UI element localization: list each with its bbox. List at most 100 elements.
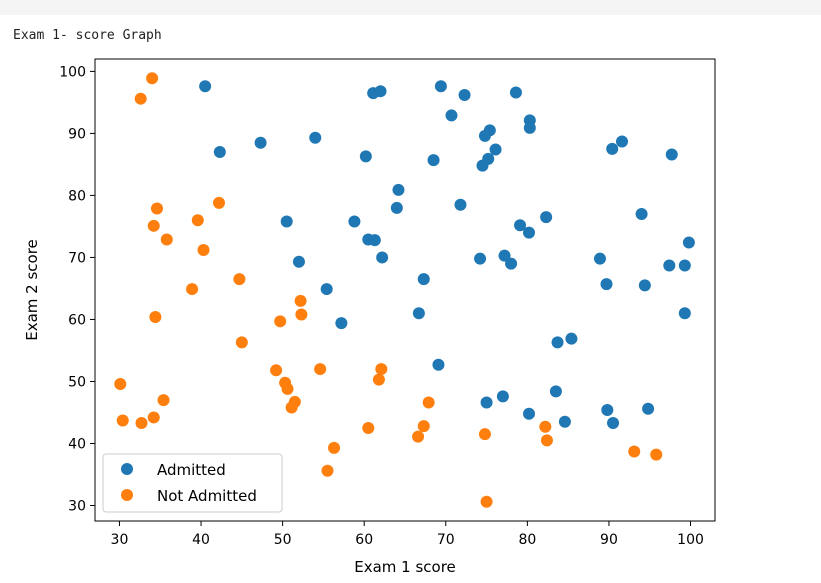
admitted-point	[606, 142, 619, 155]
admitted-point	[417, 273, 430, 286]
x-tick-label: 70	[437, 532, 455, 548]
admitted-point	[480, 396, 493, 409]
admitted-point	[412, 307, 425, 320]
admitted-point	[549, 385, 562, 398]
admitted-point	[368, 234, 381, 247]
admitted-point	[292, 255, 305, 268]
not-admitted-point	[422, 396, 435, 409]
not-admitted-point	[372, 373, 385, 386]
x-tick-label: 90	[600, 532, 618, 548]
not-admitted-point	[295, 308, 308, 321]
admitted-point	[593, 252, 606, 265]
not-admitted-point	[540, 434, 553, 447]
legend-label-not-admitted: Not Admitted	[157, 487, 257, 505]
not-admitted-point	[146, 72, 159, 85]
admitted-point	[678, 259, 691, 272]
admitted-point	[523, 121, 536, 134]
not-admitted-point	[147, 411, 160, 424]
admitted-point	[638, 279, 651, 292]
admitted-point	[335, 317, 348, 330]
x-tick-label: 60	[355, 532, 373, 548]
not-admitted-point	[197, 244, 210, 257]
admitted-point	[642, 402, 655, 415]
legend-marker-not-admitted	[121, 489, 133, 501]
x-tick-label: 100	[677, 532, 704, 548]
scatter-points	[114, 72, 695, 508]
admitted-point	[280, 215, 293, 228]
not-admitted-point	[235, 336, 248, 349]
y-tick-label: 30	[68, 498, 86, 514]
x-tick-label: 50	[274, 532, 292, 548]
x-tick-label: 80	[518, 532, 536, 548]
not-admitted-point	[270, 364, 283, 377]
admitted-point	[600, 278, 613, 291]
admitted-point	[474, 252, 487, 265]
not-admitted-point	[650, 448, 663, 461]
y-tick-label: 50	[68, 374, 86, 390]
admitted-point	[523, 226, 535, 239]
not-admitted-point	[281, 382, 294, 395]
not-admitted-point	[417, 420, 430, 433]
y-tick-label: 100	[59, 64, 86, 80]
admitted-point	[505, 257, 518, 270]
not-admitted-point	[478, 428, 491, 441]
y-tick-label: 70	[68, 250, 86, 266]
admitted-point	[434, 80, 447, 93]
legend-box	[102, 453, 283, 513]
not-admitted-point	[149, 310, 162, 323]
legend-label-admitted: Admitted	[157, 461, 226, 479]
admitted-point	[682, 236, 695, 249]
admitted-point	[213, 146, 226, 159]
admitted-point	[254, 136, 267, 149]
admitted-point	[565, 332, 578, 345]
admitted-point	[663, 259, 676, 272]
not-admitted-point	[274, 315, 287, 328]
not-admitted-point	[233, 273, 246, 286]
admitted-point	[616, 135, 628, 148]
y-ticks: 30 40 50 60 70 80 90 100	[59, 64, 95, 514]
not-admitted-point	[294, 294, 307, 307]
not-admitted-point	[213, 196, 225, 209]
x-tick-label: 40	[192, 532, 210, 548]
admitted-point	[540, 211, 553, 224]
y-tick-label: 40	[68, 436, 86, 452]
not-admitted-point	[151, 202, 163, 215]
not-admitted-point	[362, 421, 375, 434]
x-ticks: 30 40 50 60 70 80 90 100	[111, 521, 704, 548]
not-admitted-point	[539, 420, 552, 433]
admitted-point	[376, 251, 389, 264]
not-admitted-point	[147, 219, 160, 232]
admitted-point	[454, 198, 467, 211]
not-admitted-point	[285, 401, 298, 414]
not-admitted-point	[114, 377, 127, 390]
not-admitted-point	[628, 445, 641, 458]
not-admitted-point	[375, 363, 388, 376]
admitted-point	[509, 86, 522, 99]
x-tick-label: 30	[111, 532, 129, 548]
admitted-point	[601, 403, 614, 416]
admitted-point	[514, 219, 527, 232]
admitted-point	[523, 407, 535, 420]
legend: Admitted Not Admitted	[102, 453, 283, 513]
admitted-point	[374, 85, 387, 98]
x-axis-label: Exam 1 score	[354, 558, 456, 576]
y-tick-label: 60	[68, 312, 86, 328]
y-axis-label: Exam 2 score	[23, 239, 41, 341]
not-admitted-point	[160, 233, 173, 246]
admitted-point	[607, 417, 620, 430]
admitted-point	[427, 154, 440, 167]
admitted-point	[458, 88, 471, 101]
not-admitted-point	[321, 464, 334, 477]
admitted-point	[359, 150, 372, 163]
not-admitted-point	[480, 495, 493, 508]
admitted-point	[320, 283, 333, 296]
admitted-point	[496, 390, 509, 403]
admitted-point	[678, 307, 691, 320]
not-admitted-point	[157, 394, 170, 407]
plot-area	[94, 58, 716, 522]
admitted-point	[476, 159, 489, 172]
admitted-point	[635, 208, 648, 221]
cell-top-strip	[0, 0, 821, 15]
y-tick-label: 90	[68, 126, 86, 142]
